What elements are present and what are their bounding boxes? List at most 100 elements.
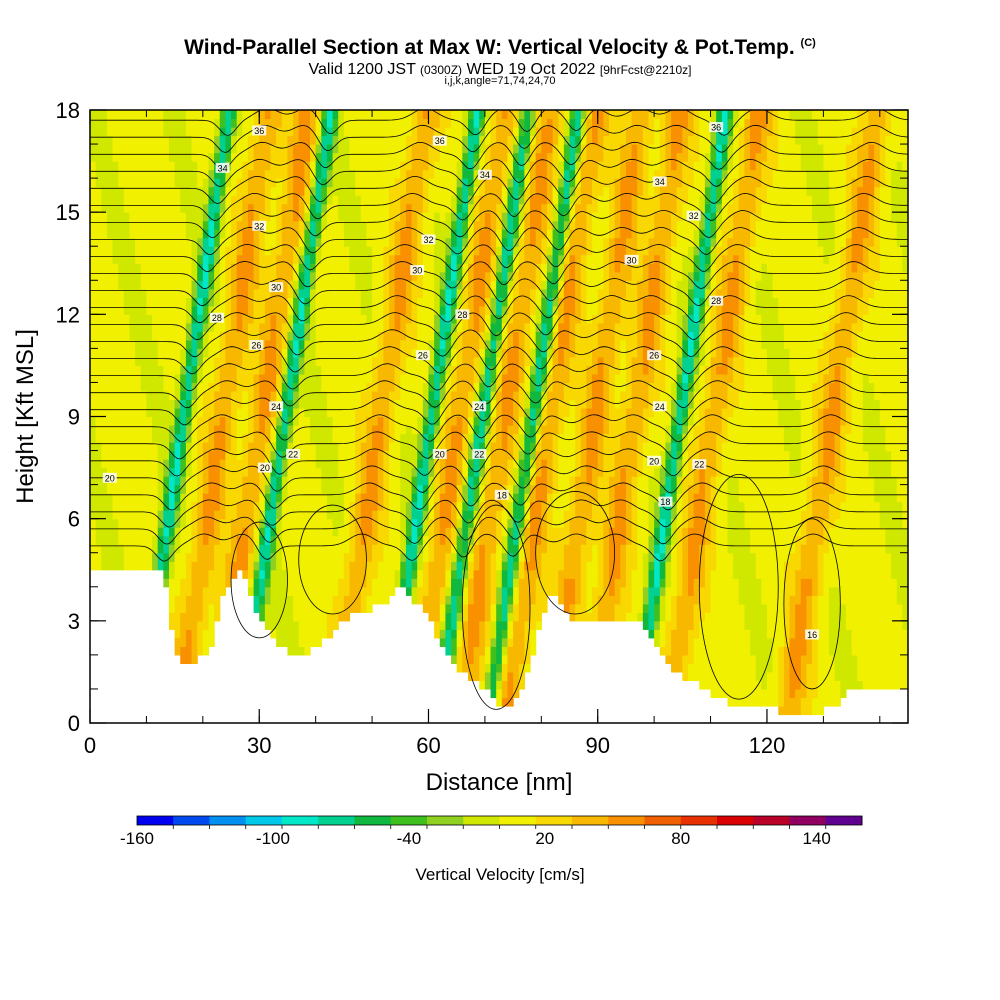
velocity-cell (456, 178, 463, 188)
velocity-cell (293, 161, 300, 171)
velocity-cell (208, 552, 215, 562)
velocity-cell (513, 493, 520, 503)
velocity-cell (428, 288, 435, 298)
velocity-cell (530, 416, 537, 426)
velocity-cell (276, 178, 283, 188)
velocity-cell (253, 484, 260, 494)
velocity-cell (372, 586, 379, 596)
velocity-cell (518, 637, 525, 647)
velocity-cell (417, 535, 424, 545)
velocity-cell (236, 339, 243, 349)
velocity-cell (332, 322, 339, 332)
velocity-cell (349, 603, 356, 613)
velocity-cell (434, 510, 441, 520)
velocity-cell (152, 152, 159, 162)
velocity-cell (180, 399, 187, 409)
velocity-cell (338, 152, 345, 162)
velocity-cell (467, 654, 475, 664)
velocity-cell (281, 501, 289, 511)
velocity-cell (530, 442, 537, 452)
velocity-cell (197, 459, 204, 469)
velocity-cell (112, 152, 119, 162)
velocity-cell (135, 305, 142, 315)
velocity-cell (264, 118, 272, 128)
velocity-cell (310, 161, 317, 171)
velocity-cell (185, 144, 193, 154)
velocity-cell (140, 186, 148, 196)
velocity-cell (214, 229, 221, 239)
velocity-cell (163, 314, 170, 324)
velocity-cell (118, 271, 125, 281)
velocity-cell (101, 118, 108, 128)
velocity-cell (106, 152, 114, 162)
velocity-cell (123, 484, 131, 494)
velocity-cell (355, 510, 362, 520)
velocity-cell (411, 110, 418, 120)
velocity-cell (394, 382, 401, 392)
velocity-cell (101, 186, 108, 196)
velocity-cell (372, 416, 379, 426)
velocity-cell (524, 271, 531, 281)
velocity-cell (417, 322, 424, 332)
velocity-cell (507, 544, 514, 554)
velocity-cell (214, 586, 221, 596)
velocity-cell (259, 390, 266, 401)
velocity-cell (343, 476, 351, 486)
velocity-cell (456, 135, 463, 145)
velocity-cell (428, 186, 435, 196)
velocity-cell (513, 305, 520, 315)
velocity-cell (304, 365, 311, 375)
velocity-cell (276, 518, 283, 528)
velocity-cell (95, 382, 102, 392)
velocity-cell (281, 450, 289, 460)
velocity-cell (264, 135, 272, 145)
velocity-cell (163, 476, 170, 486)
velocity-cell (106, 229, 114, 239)
velocity-cell (157, 237, 164, 247)
velocity-cell (332, 365, 339, 375)
velocity-cell (445, 195, 452, 205)
velocity-cell (118, 314, 125, 324)
velocity-cell (197, 578, 204, 588)
velocity-cell (197, 637, 204, 647)
velocity-cell (524, 322, 531, 332)
velocity-cell (462, 152, 469, 162)
velocity-cell (338, 578, 345, 588)
velocity-cell (236, 442, 243, 452)
velocity-cell (524, 263, 531, 273)
velocity-cell (219, 229, 226, 239)
velocity-cell (310, 518, 317, 528)
velocity-cell (366, 518, 373, 528)
velocity-cell (168, 203, 176, 213)
velocity-cell (231, 288, 238, 298)
velocity-cell (552, 433, 559, 443)
velocity-cell (180, 178, 187, 188)
velocity-cell (360, 484, 368, 494)
velocity-cell (355, 212, 362, 222)
velocity-cell (338, 169, 345, 179)
velocity-cell (293, 118, 300, 128)
velocity-cell (417, 416, 424, 426)
velocity-cell (90, 144, 97, 154)
velocity-cell (135, 331, 142, 341)
velocity-cell (135, 195, 142, 205)
velocity-cell (388, 544, 396, 554)
velocity-cell (276, 612, 283, 622)
velocity-cell (428, 220, 435, 230)
velocity-cell (90, 229, 97, 239)
velocity-cell (225, 297, 232, 307)
velocity-cell (360, 178, 368, 188)
velocity-cell (90, 195, 97, 205)
velocity-cell (253, 229, 260, 239)
velocity-cell (360, 373, 368, 384)
velocity-cell (530, 144, 537, 154)
velocity-cell (191, 544, 198, 554)
velocity-cell (467, 169, 475, 179)
velocity-cell (321, 484, 328, 494)
velocity-cell (304, 433, 311, 443)
velocity-cell (462, 356, 469, 367)
velocity-cell (163, 510, 170, 520)
velocity-cell (422, 246, 430, 256)
velocity-cell (507, 629, 514, 639)
velocity-cell (417, 407, 424, 418)
